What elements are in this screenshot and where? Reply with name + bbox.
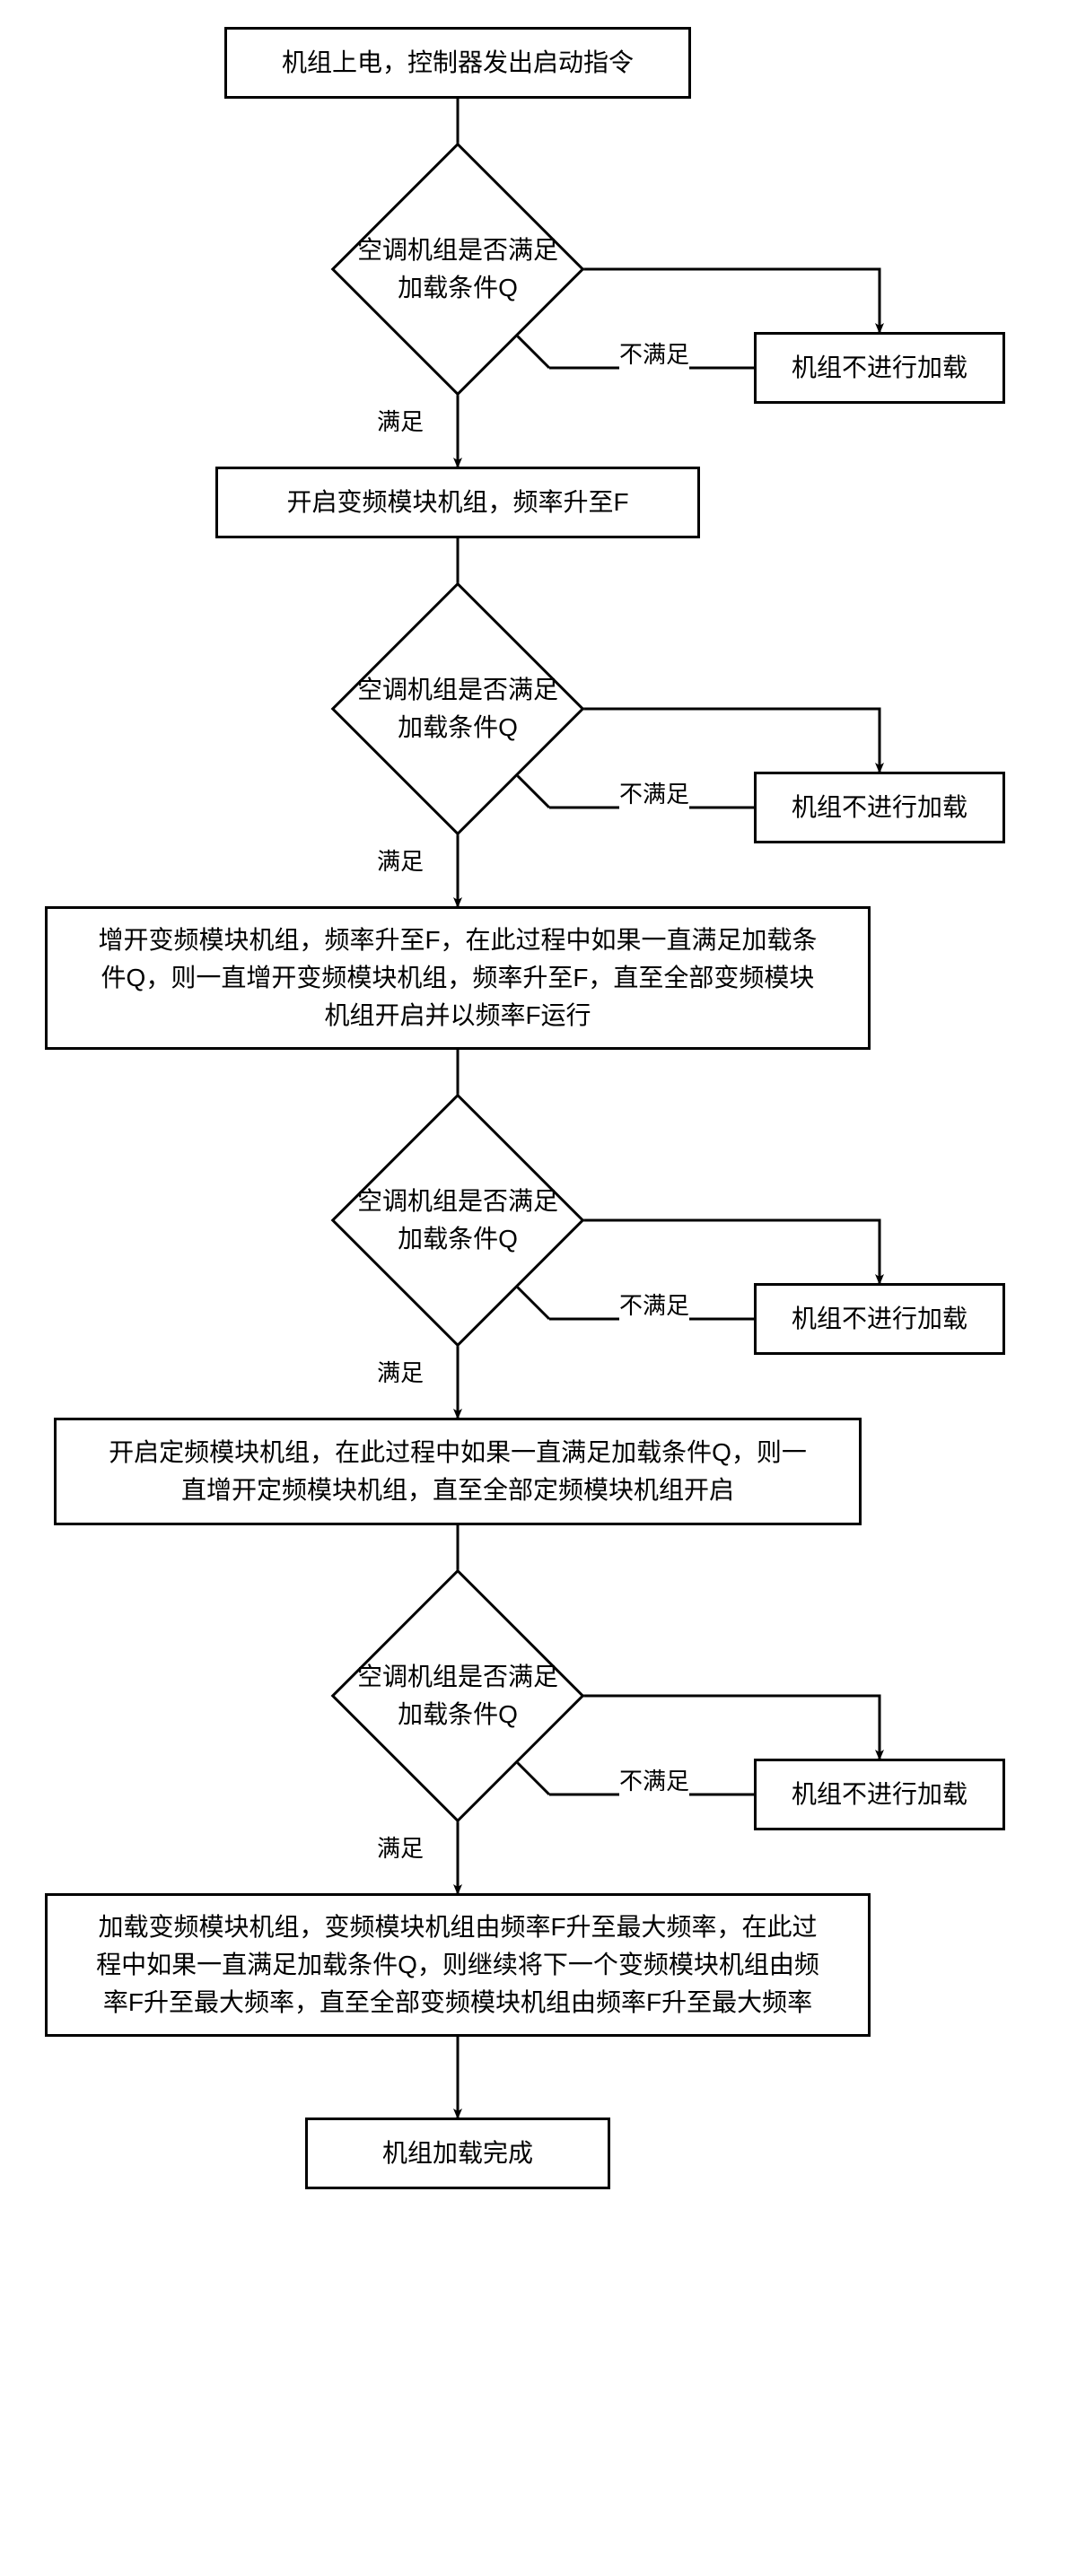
label-no-2: 不满足 (619, 776, 689, 809)
node-text: 机组不进行加载 (792, 1776, 967, 1813)
node-text-line3: 机组开启并以频率F运行 (324, 1001, 591, 1029)
node-no-load-2: 机组不进行加载 (754, 772, 1005, 843)
node-start: 机组上电，控制器发出启动指令 (224, 27, 691, 99)
decision-text-line1: 空调机组是否满足 (357, 236, 558, 264)
node-text-line2: 直增开定频模块机组，直至全部定频模块机组开启 (181, 1476, 734, 1504)
node-text-line3: 率F升至最大频率，直至全部变频模块机组由频率F升至最大频率 (103, 1988, 812, 2016)
label-yes-4: 满足 (377, 1830, 424, 1864)
node-no-load-3: 机组不进行加载 (754, 1283, 1005, 1355)
label-yes-3: 满足 (377, 1355, 424, 1388)
label-no-1: 不满足 (619, 336, 689, 370)
node-text: 机组上电，控制器发出启动指令 (282, 44, 634, 82)
node-text-line1: 增开变频模块机组，频率升至F，在此过程中如果一直满足加载条 (98, 926, 817, 954)
node-text-line1: 加载变频模块机组，变频模块机组由频率F升至最大频率，在此过 (98, 1913, 817, 1941)
decision-text-line2: 加载条件Q (398, 1225, 518, 1253)
node-text: 机组不进行加载 (792, 349, 967, 387)
decision-text-line2: 加载条件Q (398, 713, 518, 741)
decision-text-line1: 空调机组是否满足 (357, 1663, 558, 1690)
label-yes-1: 满足 (377, 404, 424, 437)
node-text-line2: 件Q，则一直增开变频模块机组，频率升至F，直至全部变频模块 (101, 964, 815, 991)
node-no-load-1: 机组不进行加载 (754, 332, 1005, 404)
node-text: 机组不进行加载 (792, 789, 967, 826)
node-step-1: 开启变频模块机组，频率升至F (215, 467, 700, 538)
label-no-3: 不满足 (619, 1288, 689, 1321)
node-step-3: 开启定频模块机组，在此过程中如果一直满足加载条件Q，则一 直增开定频模块机组，直… (54, 1418, 862, 1525)
node-end: 机组加载完成 (305, 2118, 610, 2189)
node-step-4: 加载变频模块机组，变频模块机组由频率F升至最大频率，在此过 程中如果一直满足加载… (45, 1893, 871, 2037)
decision-2: 空调机组是否满足 加载条件Q (368, 619, 547, 799)
node-step-2: 增开变频模块机组，频率升至F，在此过程中如果一直满足加载条 件Q，则一直增开变频… (45, 906, 871, 1050)
label-yes-2: 满足 (377, 843, 424, 877)
flowchart-canvas: 机组上电，控制器发出启动指令 空调机组是否满足 加载条件Q 机组不进行加载 开启… (0, 0, 1068, 2576)
decision-3: 空调机组是否满足 加载条件Q (368, 1131, 547, 1310)
node-text-line1: 开启定频模块机组，在此过程中如果一直满足加载条件Q，则一 (109, 1438, 807, 1466)
node-text: 机组不进行加载 (792, 1300, 967, 1338)
decision-1: 空调机组是否满足 加载条件Q (368, 179, 547, 359)
node-no-load-4: 机组不进行加载 (754, 1759, 1005, 1830)
decision-text-line1: 空调机组是否满足 (357, 676, 558, 703)
node-text: 机组加载完成 (382, 2135, 533, 2172)
node-text-line2: 程中如果一直满足加载条件Q，则继续将下一个变频模块机组由频 (96, 1951, 819, 1978)
decision-text-line1: 空调机组是否满足 (357, 1187, 558, 1215)
label-no-4: 不满足 (619, 1763, 689, 1796)
node-text: 开启变频模块机组，频率升至F (286, 484, 628, 521)
decision-4: 空调机组是否满足 加载条件Q (368, 1606, 547, 1786)
decision-text-line2: 加载条件Q (398, 1700, 518, 1728)
decision-text-line2: 加载条件Q (398, 274, 518, 301)
